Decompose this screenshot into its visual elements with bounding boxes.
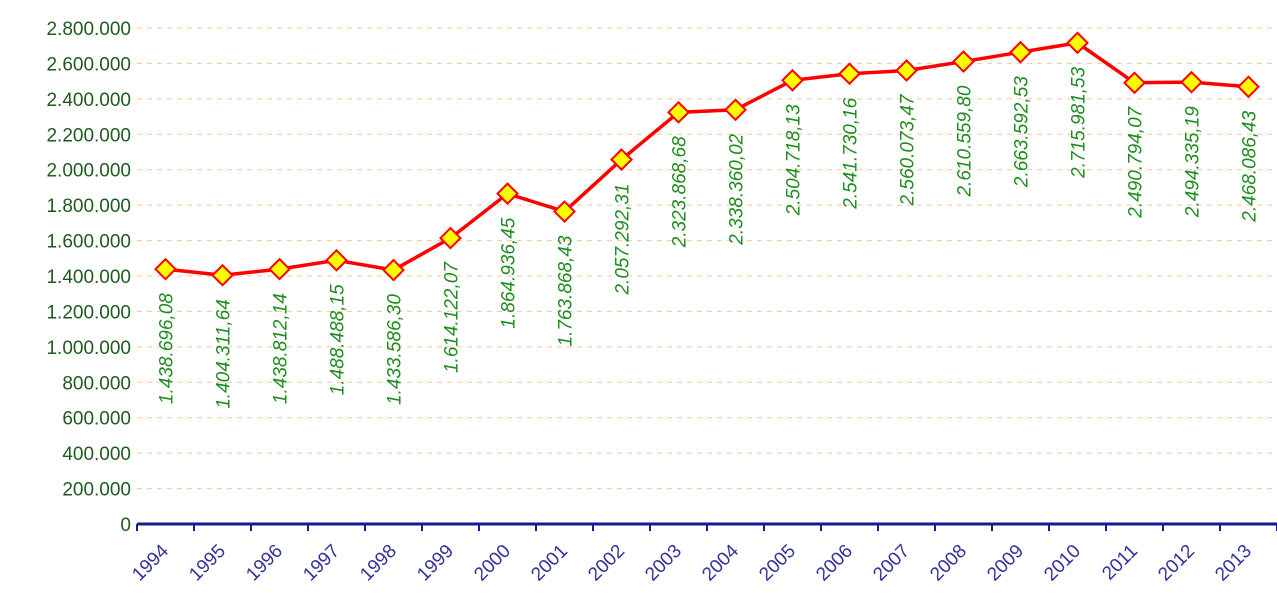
y-tick-label: 1.000.000 — [46, 338, 131, 359]
x-tick-label: 2000 — [470, 541, 515, 586]
x-tick-label: 1997 — [299, 541, 344, 586]
marker — [439, 226, 462, 250]
value-label: 1.763.868,43 — [556, 235, 577, 346]
marker — [1009, 40, 1032, 64]
y-tick-label: 1.400.000 — [46, 267, 131, 288]
value-label: 1.438.696,08 — [157, 293, 178, 404]
value-label: 1.864.936,45 — [499, 217, 520, 328]
marker — [667, 100, 690, 124]
y-tick-label: 2.000.000 — [46, 161, 131, 182]
x-tick-label: 1996 — [242, 541, 287, 586]
value-label: 2.541.730,16 — [841, 97, 862, 209]
x-tick-label: 2002 — [584, 541, 629, 586]
marker — [895, 59, 918, 82]
value-label: 1.404.311,64 — [214, 299, 235, 409]
x-tick-label: 2003 — [641, 541, 686, 586]
x-tick-label: 2004 — [698, 540, 743, 585]
marker — [1123, 71, 1146, 95]
y-tick-label: 1.600.000 — [46, 232, 131, 253]
x-tick-label: 2001 — [527, 541, 572, 586]
x-tick-label: 1994 — [128, 540, 173, 585]
y-tick-label: 200.000 — [62, 480, 131, 501]
x-tick-label: 2006 — [812, 541, 857, 586]
marker — [211, 263, 234, 287]
x-tick-label: 2007 — [869, 541, 914, 586]
x-tick-label: 2013 — [1211, 541, 1256, 586]
y-tick-label: 0 — [120, 515, 131, 536]
marker — [1237, 75, 1260, 99]
x-tick-label: 2008 — [926, 541, 971, 586]
marker — [1066, 31, 1089, 55]
x-tick-label: 1998 — [356, 541, 401, 586]
y-tick-label: 2.600.000 — [46, 54, 131, 75]
marker — [1180, 70, 1203, 94]
y-tick-label: 600.000 — [62, 409, 131, 430]
y-tick-label: 800.000 — [62, 373, 131, 394]
marker — [724, 98, 747, 122]
value-label: 2.338.360,02 — [727, 133, 748, 245]
y-tick-label: 400.000 — [62, 444, 131, 465]
marker — [268, 257, 291, 281]
x-tick-label: 1999 — [413, 541, 458, 586]
value-label: 1.488.488,15 — [328, 284, 349, 395]
marker — [781, 68, 804, 92]
x-tick-label: 2012 — [1154, 541, 1199, 586]
marker — [553, 200, 576, 223]
value-label: 1.433.586,30 — [385, 294, 406, 405]
marker — [610, 148, 633, 171]
y-tick-label: 2.400.000 — [46, 90, 131, 111]
x-tick-label: 2009 — [983, 541, 1028, 586]
marker — [838, 62, 861, 86]
x-tick-label: 2011 — [1098, 541, 1142, 585]
y-tick-label: 1.200.000 — [46, 302, 131, 323]
value-label: 1.614.122,07 — [442, 261, 463, 373]
value-label: 1.438.812,14 — [271, 293, 292, 404]
value-label: 2.494.335,19 — [1183, 106, 1204, 218]
value-label: 2.715.981,53 — [1069, 66, 1090, 178]
marker — [325, 248, 348, 272]
y-tick-label: 2.800.000 — [46, 19, 131, 40]
x-tick-label: 1995 — [185, 541, 230, 586]
value-label: 2.468.086,43 — [1240, 110, 1261, 222]
value-label: 2.323.868,68 — [670, 136, 691, 248]
x-tick-label: 2005 — [755, 541, 800, 586]
value-label: 2.057.292,31 — [613, 184, 634, 296]
marker — [952, 50, 975, 73]
marker — [496, 182, 519, 206]
value-label: 2.504.718,13 — [784, 104, 805, 216]
value-label: 2.610.559,80 — [955, 85, 976, 197]
value-label: 2.490.794,07 — [1126, 105, 1147, 218]
value-label: 2.663.592,53 — [1012, 76, 1033, 188]
marker — [382, 258, 405, 282]
y-tick-label: 1.800.000 — [46, 196, 131, 217]
value-label: 2.560.073,47 — [898, 93, 919, 206]
y-tick-label: 2.200.000 — [46, 125, 131, 146]
marker — [154, 257, 177, 281]
x-tick-label: 2010 — [1040, 541, 1085, 586]
